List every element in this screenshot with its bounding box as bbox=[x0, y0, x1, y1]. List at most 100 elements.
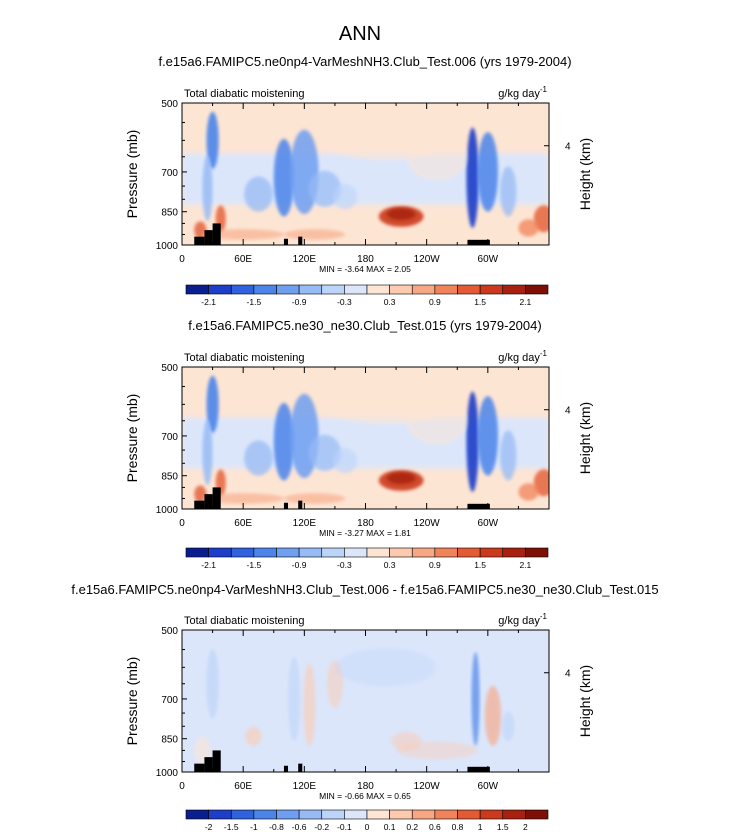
colorbar-swatch bbox=[479, 547, 504, 558]
colorbar-swatch bbox=[502, 809, 526, 820]
colorbar-swatch bbox=[366, 809, 390, 820]
topography bbox=[283, 502, 289, 509]
colorbar-label: -0.9 bbox=[292, 560, 307, 570]
units-label: g/kg day-1 bbox=[498, 349, 547, 364]
y-tick-label: 1000 bbox=[156, 505, 179, 516]
min-max-stats: MIN = -3.27 MAX = 1.81 bbox=[319, 528, 411, 538]
contour-feature bbox=[303, 663, 316, 746]
colorbar-label: -1.5 bbox=[247, 560, 262, 570]
topography bbox=[194, 763, 205, 772]
contour-feature bbox=[466, 391, 479, 492]
colorbar-swatch bbox=[185, 284, 209, 295]
field-label: Total diabatic moistening bbox=[184, 88, 304, 100]
contour-field bbox=[182, 103, 549, 245]
contour-feature bbox=[477, 132, 499, 212]
x-tick-label: 0 bbox=[179, 781, 185, 792]
y-tick-label: 1000 bbox=[156, 768, 179, 779]
x-tick-label: 120E bbox=[293, 781, 317, 792]
y-axis-label: Pressure (mb) bbox=[124, 657, 140, 746]
colorbar-swatch bbox=[276, 284, 300, 295]
colorbar-swatch bbox=[479, 284, 504, 295]
colorbar-swatch bbox=[525, 284, 549, 295]
colorbar-swatch bbox=[389, 547, 413, 558]
colorbar-swatch bbox=[479, 809, 504, 820]
colorbar-label: 0 bbox=[365, 822, 370, 832]
colorbar-swatch bbox=[253, 809, 277, 820]
colorbar-label: 0.1 bbox=[384, 822, 396, 832]
colorbar-swatch bbox=[230, 284, 255, 295]
units-label: g/kg day-1 bbox=[498, 612, 547, 627]
colorbar-label: 1.5 bbox=[497, 822, 509, 832]
colorbar-swatch bbox=[366, 284, 390, 295]
contour-feature bbox=[206, 375, 219, 433]
x-tick-label: 180 bbox=[357, 518, 374, 529]
topography bbox=[212, 487, 221, 509]
colorbar-swatch bbox=[208, 809, 232, 820]
y-axis-label: Pressure (mb) bbox=[124, 130, 140, 219]
contour-feature bbox=[202, 420, 213, 486]
y-tick-label: 700 bbox=[161, 168, 178, 179]
colorbar-label: 0.2 bbox=[406, 822, 418, 832]
x-tick-label: 60W bbox=[478, 781, 499, 792]
colorbar-swatch bbox=[389, 284, 413, 295]
y-tick-label: 850 bbox=[161, 735, 178, 746]
contour-feature bbox=[332, 448, 358, 474]
colorbar-label: -2.1 bbox=[201, 560, 216, 570]
topography bbox=[204, 230, 213, 245]
contour-feature bbox=[500, 166, 517, 217]
contour-feature bbox=[288, 656, 301, 742]
colorbar-swatch bbox=[276, 547, 300, 558]
panel-1: f.e15a6.FAMIPC5.ne0np4-VarMeshNH3.Club_T… bbox=[124, 54, 593, 307]
colorbar-label: -0.2 bbox=[314, 822, 329, 832]
contour-feature bbox=[386, 208, 416, 220]
contour-feature bbox=[273, 402, 295, 481]
colorbar-label: 2 bbox=[523, 822, 528, 832]
field-label: Total diabatic moistening bbox=[184, 352, 304, 364]
topography bbox=[204, 494, 213, 509]
contour-feature bbox=[244, 440, 273, 476]
colorbar-swatch bbox=[411, 547, 436, 558]
x-tick-label: 120W bbox=[414, 781, 441, 792]
right-axis-label: Height (km) bbox=[577, 138, 593, 210]
x-tick-label: 60E bbox=[234, 781, 252, 792]
topography bbox=[298, 500, 303, 509]
topography bbox=[283, 238, 289, 245]
contour-feature bbox=[245, 726, 262, 746]
topography bbox=[298, 236, 303, 245]
contour-feature bbox=[518, 219, 539, 237]
contour-feature bbox=[283, 493, 346, 504]
colorbar-label: 0.9 bbox=[429, 560, 441, 570]
contour-feature bbox=[396, 741, 478, 760]
x-tick-label: 60W bbox=[478, 518, 499, 529]
colorbar-label: 1.5 bbox=[474, 297, 486, 307]
x-tick-label: 60E bbox=[234, 254, 252, 265]
colorbar-label: -0.8 bbox=[269, 822, 284, 832]
colorbar-swatch bbox=[208, 284, 232, 295]
colorbar-label: 0.8 bbox=[452, 822, 464, 832]
contour-feature bbox=[484, 685, 502, 746]
right-tick-label: 4 bbox=[565, 669, 571, 680]
contour-field bbox=[182, 630, 549, 772]
colorbar-label: 0.9 bbox=[429, 297, 441, 307]
colorbar-label: -1 bbox=[250, 822, 258, 832]
right-axis-label: Height (km) bbox=[577, 402, 593, 474]
colorbar-swatch bbox=[344, 809, 368, 820]
x-tick-label: 120W bbox=[414, 518, 441, 529]
colorbar-swatch bbox=[502, 284, 526, 295]
x-tick-label: 60E bbox=[234, 518, 252, 529]
colorbar-swatch bbox=[344, 284, 368, 295]
y-tick-label: 850 bbox=[161, 208, 178, 219]
colorbar-swatch bbox=[502, 547, 526, 558]
colorbar-swatch bbox=[457, 809, 481, 820]
colorbar-label: -1.5 bbox=[224, 822, 239, 832]
x-tick-label: 120E bbox=[293, 254, 317, 265]
contour-feature bbox=[206, 649, 219, 719]
colorbar-label: 1 bbox=[478, 822, 483, 832]
colorbar-swatch bbox=[389, 809, 413, 820]
colorbar-label: 0.3 bbox=[384, 560, 396, 570]
contour-feature bbox=[332, 184, 358, 210]
y-tick-label: 500 bbox=[161, 99, 178, 110]
x-tick-label: 180 bbox=[357, 781, 374, 792]
contour-feature bbox=[500, 430, 517, 481]
colorbar-swatch bbox=[434, 547, 458, 558]
